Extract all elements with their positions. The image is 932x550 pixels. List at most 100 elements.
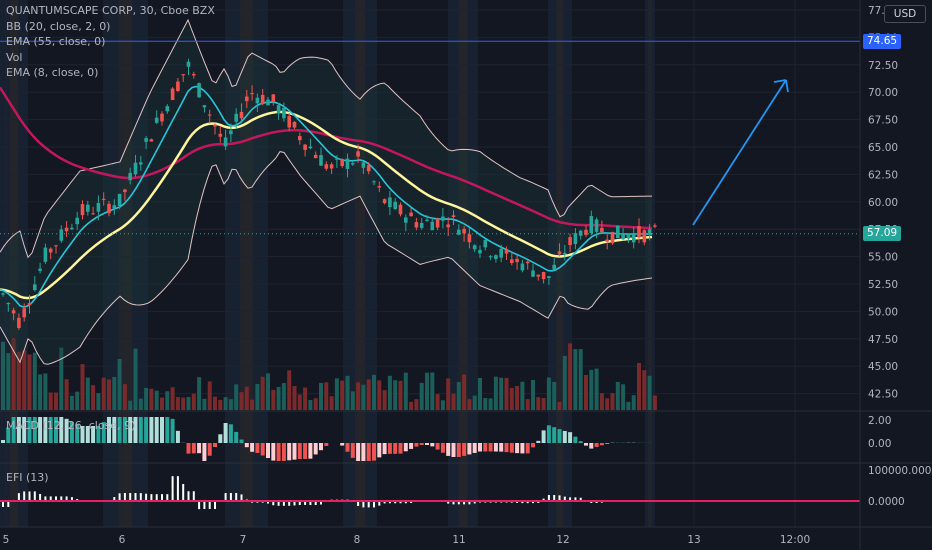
candle-body bbox=[621, 233, 625, 240]
candle-body bbox=[27, 303, 32, 306]
x-tick-label: 6 bbox=[119, 534, 126, 546]
candle-body bbox=[80, 204, 85, 216]
candle-body bbox=[441, 216, 445, 221]
candle-body bbox=[335, 158, 339, 160]
volume-bar bbox=[213, 396, 217, 410]
candle-body bbox=[192, 74, 196, 76]
legend-macd[interactable]: MACD (12, 26, close, 9) bbox=[6, 419, 136, 432]
volume-bar bbox=[207, 381, 212, 410]
trend-arrow-head bbox=[773, 79, 789, 93]
candle-body bbox=[647, 229, 652, 234]
volume-bar bbox=[562, 355, 567, 410]
volume-bar bbox=[525, 399, 530, 410]
macd-bar bbox=[440, 443, 445, 453]
macd-bar bbox=[244, 443, 249, 448]
volume-bar bbox=[96, 393, 101, 410]
x-tick-label: 13 bbox=[687, 534, 700, 546]
macd-bar bbox=[345, 443, 350, 452]
macd-bar bbox=[594, 443, 599, 447]
macd-bar bbox=[462, 443, 467, 456]
candle-body bbox=[223, 137, 228, 147]
efi-histogram bbox=[0, 476, 860, 510]
macd-bar bbox=[43, 417, 48, 443]
macd-bar bbox=[250, 443, 255, 452]
annotations[interactable] bbox=[692, 79, 789, 226]
candle-body bbox=[96, 203, 101, 212]
volume-bar bbox=[467, 399, 472, 410]
volume-bar bbox=[218, 399, 223, 410]
macd-bar bbox=[430, 443, 435, 447]
candle-body bbox=[38, 268, 42, 271]
candle-body bbox=[11, 310, 16, 314]
efi-tick-label: 100000.0000 bbox=[868, 465, 932, 477]
currency-button[interactable]: USD bbox=[884, 5, 926, 23]
legend-ema8[interactable]: EMA (8, close, 0) bbox=[6, 66, 99, 79]
volume-bar bbox=[59, 347, 64, 410]
candle-body bbox=[557, 251, 562, 255]
macd-bar bbox=[292, 443, 297, 460]
candle-body bbox=[202, 105, 207, 108]
session-band bbox=[448, 0, 478, 527]
candle-body bbox=[303, 144, 307, 150]
candle-body bbox=[292, 121, 297, 128]
candle-body bbox=[356, 151, 360, 157]
macd-bar bbox=[287, 443, 292, 461]
volume-bar bbox=[1, 341, 5, 410]
y-tick-label: 47.50 bbox=[868, 334, 898, 346]
candle-body bbox=[520, 263, 525, 271]
efi-tick-label: 0.0000 bbox=[868, 496, 905, 508]
candle-body bbox=[584, 229, 588, 235]
volume-bar bbox=[509, 387, 514, 410]
macd-bar bbox=[160, 417, 164, 443]
grid bbox=[0, 0, 860, 527]
legend-ema55[interactable]: EMA (55, close, 0) bbox=[6, 35, 106, 48]
y-tick-label: 50.00 bbox=[868, 306, 898, 318]
candle-body bbox=[255, 97, 260, 104]
macd-bar bbox=[154, 417, 159, 443]
volume-bar bbox=[541, 397, 546, 410]
volume-bar bbox=[165, 391, 170, 410]
bollinger-lower bbox=[0, 151, 653, 365]
volume-bar bbox=[6, 353, 11, 410]
macd-bar bbox=[382, 443, 387, 455]
candle-body bbox=[605, 239, 609, 242]
volume-bar bbox=[319, 382, 323, 410]
macd-bar bbox=[170, 418, 175, 443]
candle-body bbox=[594, 219, 599, 232]
volume-bar bbox=[615, 381, 620, 410]
volume-bar bbox=[382, 390, 387, 410]
candle-body bbox=[282, 107, 286, 119]
macd-bar bbox=[573, 436, 578, 443]
volume-bar bbox=[133, 348, 138, 410]
candle-body bbox=[419, 223, 424, 228]
volume-bar bbox=[38, 374, 43, 410]
candle-body bbox=[17, 317, 21, 328]
macd-bar bbox=[372, 443, 376, 461]
candle-body bbox=[207, 114, 212, 116]
legend-efi[interactable]: EFI (13) bbox=[6, 471, 49, 484]
session-band bbox=[458, 0, 468, 527]
legend-vol[interactable]: Vol bbox=[6, 50, 23, 64]
macd-bar bbox=[467, 443, 472, 455]
candles[interactable] bbox=[1, 58, 657, 331]
candle-body bbox=[266, 99, 270, 106]
candle-body bbox=[488, 256, 493, 258]
volume-bar bbox=[255, 383, 260, 410]
legend-symbol[interactable]: QUANTUMSCAPE CORP, 30, Cboe BZX bbox=[6, 4, 215, 17]
macd-bar bbox=[48, 417, 53, 443]
x-tick-label: 12:00 bbox=[780, 534, 810, 546]
volume-bar bbox=[478, 378, 482, 410]
legend-bb[interactable]: BB (20, close, 2, 0) bbox=[6, 19, 111, 33]
session-band bbox=[645, 0, 655, 527]
volume-bar bbox=[117, 358, 122, 410]
volume-bar bbox=[239, 392, 244, 410]
macd-bar bbox=[75, 424, 80, 443]
macd-bar bbox=[546, 425, 551, 443]
y-tick-label: 70.00 bbox=[868, 87, 898, 99]
volume-bar bbox=[197, 377, 202, 410]
candle-body bbox=[149, 139, 154, 142]
candle-body bbox=[589, 216, 594, 234]
candle-body bbox=[388, 197, 392, 208]
